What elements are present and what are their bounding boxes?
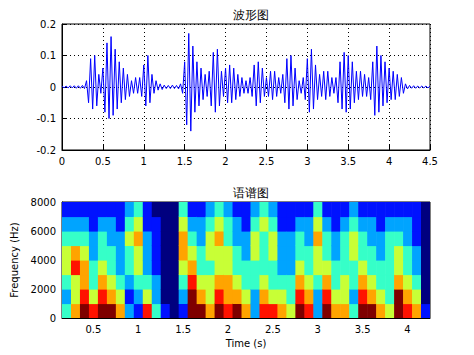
svg-text:4000: 4000 (31, 255, 56, 266)
svg-text:语谱图: 语谱图 (233, 186, 269, 200)
svg-text:Frequency (Hz): Frequency (Hz) (9, 222, 20, 298)
svg-text:-0.1: -0.1 (36, 113, 56, 124)
svg-text:0.2: 0.2 (40, 19, 56, 30)
svg-text:3.5: 3.5 (355, 324, 371, 335)
svg-text:0.5: 0.5 (85, 324, 101, 335)
svg-text:0: 0 (50, 313, 56, 324)
svg-text:-0.2: -0.2 (36, 145, 56, 156)
svg-text:4.5: 4.5 (422, 156, 438, 167)
svg-text:4: 4 (386, 156, 392, 167)
svg-text:2.5: 2.5 (258, 156, 274, 167)
svg-text:6000: 6000 (31, 226, 56, 237)
svg-text:1: 1 (135, 324, 141, 335)
svg-text:2.5: 2.5 (265, 324, 281, 335)
svg-text:3: 3 (315, 324, 321, 335)
svg-text:1: 1 (141, 156, 147, 167)
svg-text:Time (s): Time (s) (225, 338, 267, 349)
svg-text:3.5: 3.5 (340, 156, 356, 167)
svg-text:0.1: 0.1 (40, 50, 56, 61)
svg-text:0: 0 (50, 82, 56, 93)
svg-text:4: 4 (404, 324, 410, 335)
svg-text:8000: 8000 (31, 197, 56, 208)
svg-text:1.5: 1.5 (175, 324, 191, 335)
svg-text:波形图: 波形图 (233, 8, 269, 22)
svg-text:2: 2 (222, 156, 228, 167)
svg-text:0: 0 (59, 156, 65, 167)
svg-text:2000: 2000 (31, 284, 56, 295)
svg-text:1.5: 1.5 (177, 156, 193, 167)
svg-text:2: 2 (225, 324, 231, 335)
svg-text:3: 3 (304, 156, 310, 167)
svg-text:0.5: 0.5 (95, 156, 111, 167)
